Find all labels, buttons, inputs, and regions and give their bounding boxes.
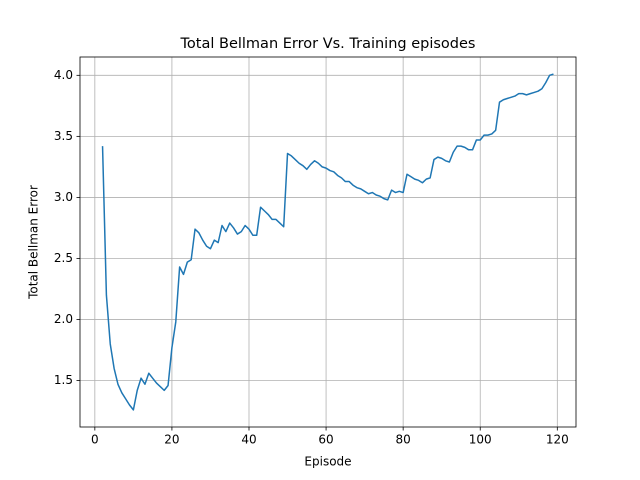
x-tick-label: 80 bbox=[396, 433, 411, 447]
y-axis-label: Total Bellman Error bbox=[27, 185, 41, 300]
x-tick-label: 0 bbox=[91, 433, 99, 447]
x-tick-label: 120 bbox=[546, 433, 569, 447]
line-series bbox=[101, 73, 554, 411]
plot-frame bbox=[79, 56, 577, 428]
x-tick-label: 60 bbox=[318, 433, 333, 447]
y-tick-label: 2.0 bbox=[54, 312, 73, 326]
x-tick-label: 20 bbox=[164, 433, 179, 447]
y-tick-label: 3.5 bbox=[54, 129, 73, 143]
y-tick-label: 1.5 bbox=[54, 373, 73, 387]
chart-title: Total Bellman Error Vs. Training episode… bbox=[180, 36, 476, 52]
x-tick-label: 100 bbox=[469, 433, 492, 447]
y-tick-label: 2.5 bbox=[54, 251, 73, 265]
y-tick-label: 3.0 bbox=[54, 190, 73, 204]
x-tick-label: 40 bbox=[241, 433, 256, 447]
x-axis-label: Episode bbox=[304, 455, 351, 469]
y-tick-label: 4.0 bbox=[54, 68, 73, 82]
